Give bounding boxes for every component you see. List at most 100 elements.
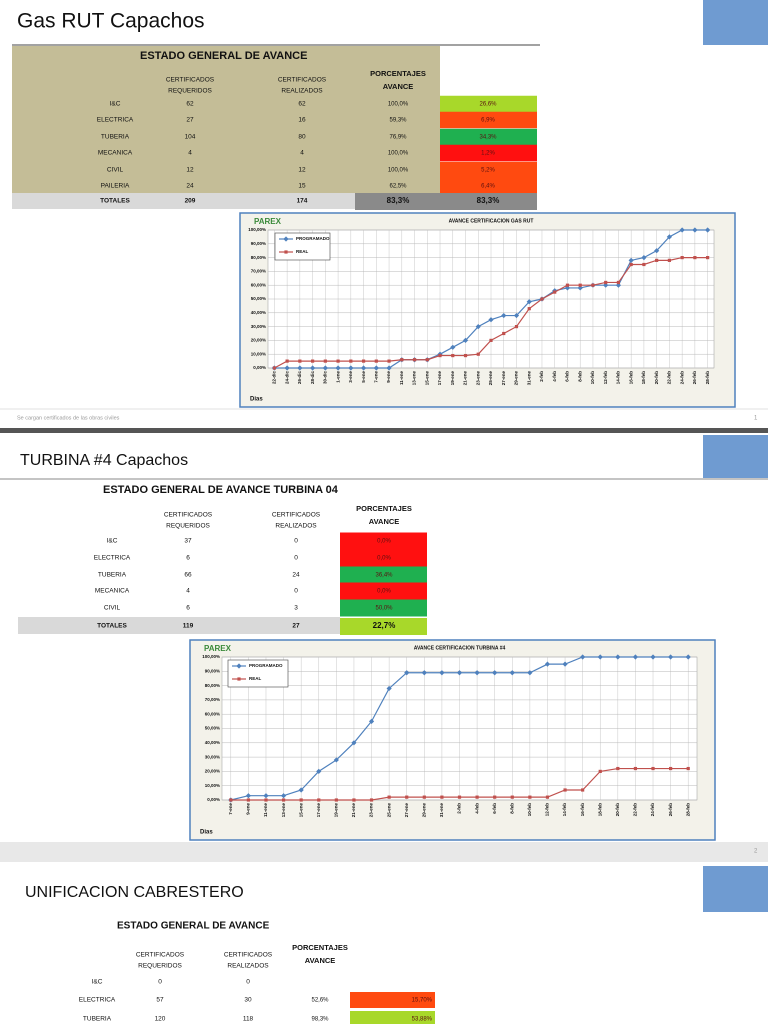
series (228, 654, 691, 803)
cell: 37 (184, 538, 192, 545)
cell: 0 (246, 979, 250, 986)
totals-cell: TOTALES (100, 198, 130, 205)
point (311, 359, 315, 363)
column-header: CERTIFICADOS (278, 77, 327, 84)
x-axis-label: Dias (250, 397, 263, 403)
point (462, 337, 469, 343)
legend-box (274, 232, 331, 261)
row-label: PAILERIA (101, 183, 130, 190)
logo: PAREX (254, 217, 282, 226)
point (633, 766, 638, 771)
cell: 27 (186, 117, 194, 124)
x-tick-label: 16-feb (628, 371, 633, 385)
accent-block (703, 435, 768, 478)
point (386, 685, 392, 692)
y-tick-label: 100,00% (202, 654, 220, 659)
x-tick-label: 19-ene (450, 371, 455, 386)
cell: 16 (298, 117, 306, 124)
cell: 4 (186, 588, 190, 595)
cell: 0 (158, 979, 162, 986)
point (655, 258, 659, 262)
totals-background (18, 617, 340, 634)
point (475, 324, 481, 330)
point (680, 256, 684, 260)
x-tick-label: 6-feb (492, 803, 497, 814)
x-tick-label: 18-feb (641, 371, 646, 385)
cell: 24 (186, 183, 194, 190)
cell: 59,3% (389, 118, 407, 124)
chart-title: AVANCE CERTIFICACION GAS RUT (449, 218, 534, 224)
point (475, 795, 479, 799)
point (456, 670, 463, 676)
x-tick-label: 22-dic (272, 371, 277, 385)
point (284, 365, 290, 371)
point (421, 670, 427, 676)
totals-cell: 119 (183, 623, 194, 630)
point (528, 795, 532, 799)
point (246, 798, 250, 802)
x-tick-label: 17-ene (437, 371, 442, 386)
x-tick-label: 22-feb (633, 803, 638, 817)
column-header: CERTIFICADOS (272, 512, 321, 519)
x-tick-label: 17-ene (316, 803, 321, 818)
point (564, 285, 571, 291)
x-tick-label: 7-ene (374, 371, 379, 383)
x-tick-label: 11-ene (399, 371, 404, 386)
cell: 0,0% (377, 589, 391, 595)
y-tick-label: 30,00% (205, 754, 220, 759)
column-header: AVANCE (383, 82, 414, 91)
x-tick-label: 20-feb (615, 803, 620, 817)
cell: 57 (156, 997, 164, 1004)
legend-marker (283, 236, 289, 242)
point (604, 280, 608, 285)
point (335, 365, 341, 371)
x-tick-label: 24-dic (284, 371, 289, 385)
cell: 76,9% (389, 135, 407, 141)
legend-label: PROGRAMADO (296, 236, 330, 241)
slide-title: TURBINA #4 Capachos (20, 452, 188, 469)
cell: 0 (294, 555, 298, 562)
cell: 100,0% (388, 168, 409, 174)
legend-label: REAL (296, 249, 309, 254)
x-tick-label: 26-dic (297, 371, 302, 385)
x-tick-label: 27-ene (501, 371, 506, 386)
status-cell (440, 144, 537, 162)
cell: 15,70% (412, 998, 433, 1004)
y-tick-label: 80,00% (251, 255, 266, 260)
cell: 52,6% (311, 998, 329, 1004)
cell: 1,2% (481, 151, 495, 157)
point (563, 788, 567, 792)
point (651, 766, 655, 771)
x-tick-label: 27-ene (404, 803, 409, 818)
point (237, 677, 241, 681)
y-tick-label: 100,00% (248, 227, 266, 232)
x-tick-label: 28-dic (310, 371, 315, 385)
column-header: REQUERIDOS (166, 523, 210, 530)
point (493, 795, 497, 799)
total-cell (355, 193, 440, 210)
legend-marker (236, 663, 242, 669)
legend-marker (284, 250, 288, 254)
point (439, 670, 445, 676)
cell: 3 (294, 605, 298, 612)
point (476, 352, 480, 356)
x-tick-label: 23-ene (475, 371, 480, 386)
point (641, 255, 647, 261)
point (299, 798, 303, 802)
status-cell (340, 566, 427, 584)
slide-title: Gas RUT Capachos (17, 10, 205, 33)
point (615, 282, 622, 288)
point (577, 285, 583, 291)
point (705, 227, 711, 233)
y-tick-label: 30,00% (251, 324, 266, 329)
x-tick-label: 1-ene (335, 371, 340, 383)
point (706, 256, 710, 260)
x-tick-label: 25-ene (386, 803, 391, 818)
row-label: TUBERIA (101, 134, 130, 141)
row-label: I&C (107, 538, 118, 545)
y-tick-label: 40,00% (205, 740, 220, 745)
point (310, 365, 316, 371)
column-header: AVANCE (369, 517, 400, 526)
column-header: REQUERIDOS (168, 88, 212, 95)
